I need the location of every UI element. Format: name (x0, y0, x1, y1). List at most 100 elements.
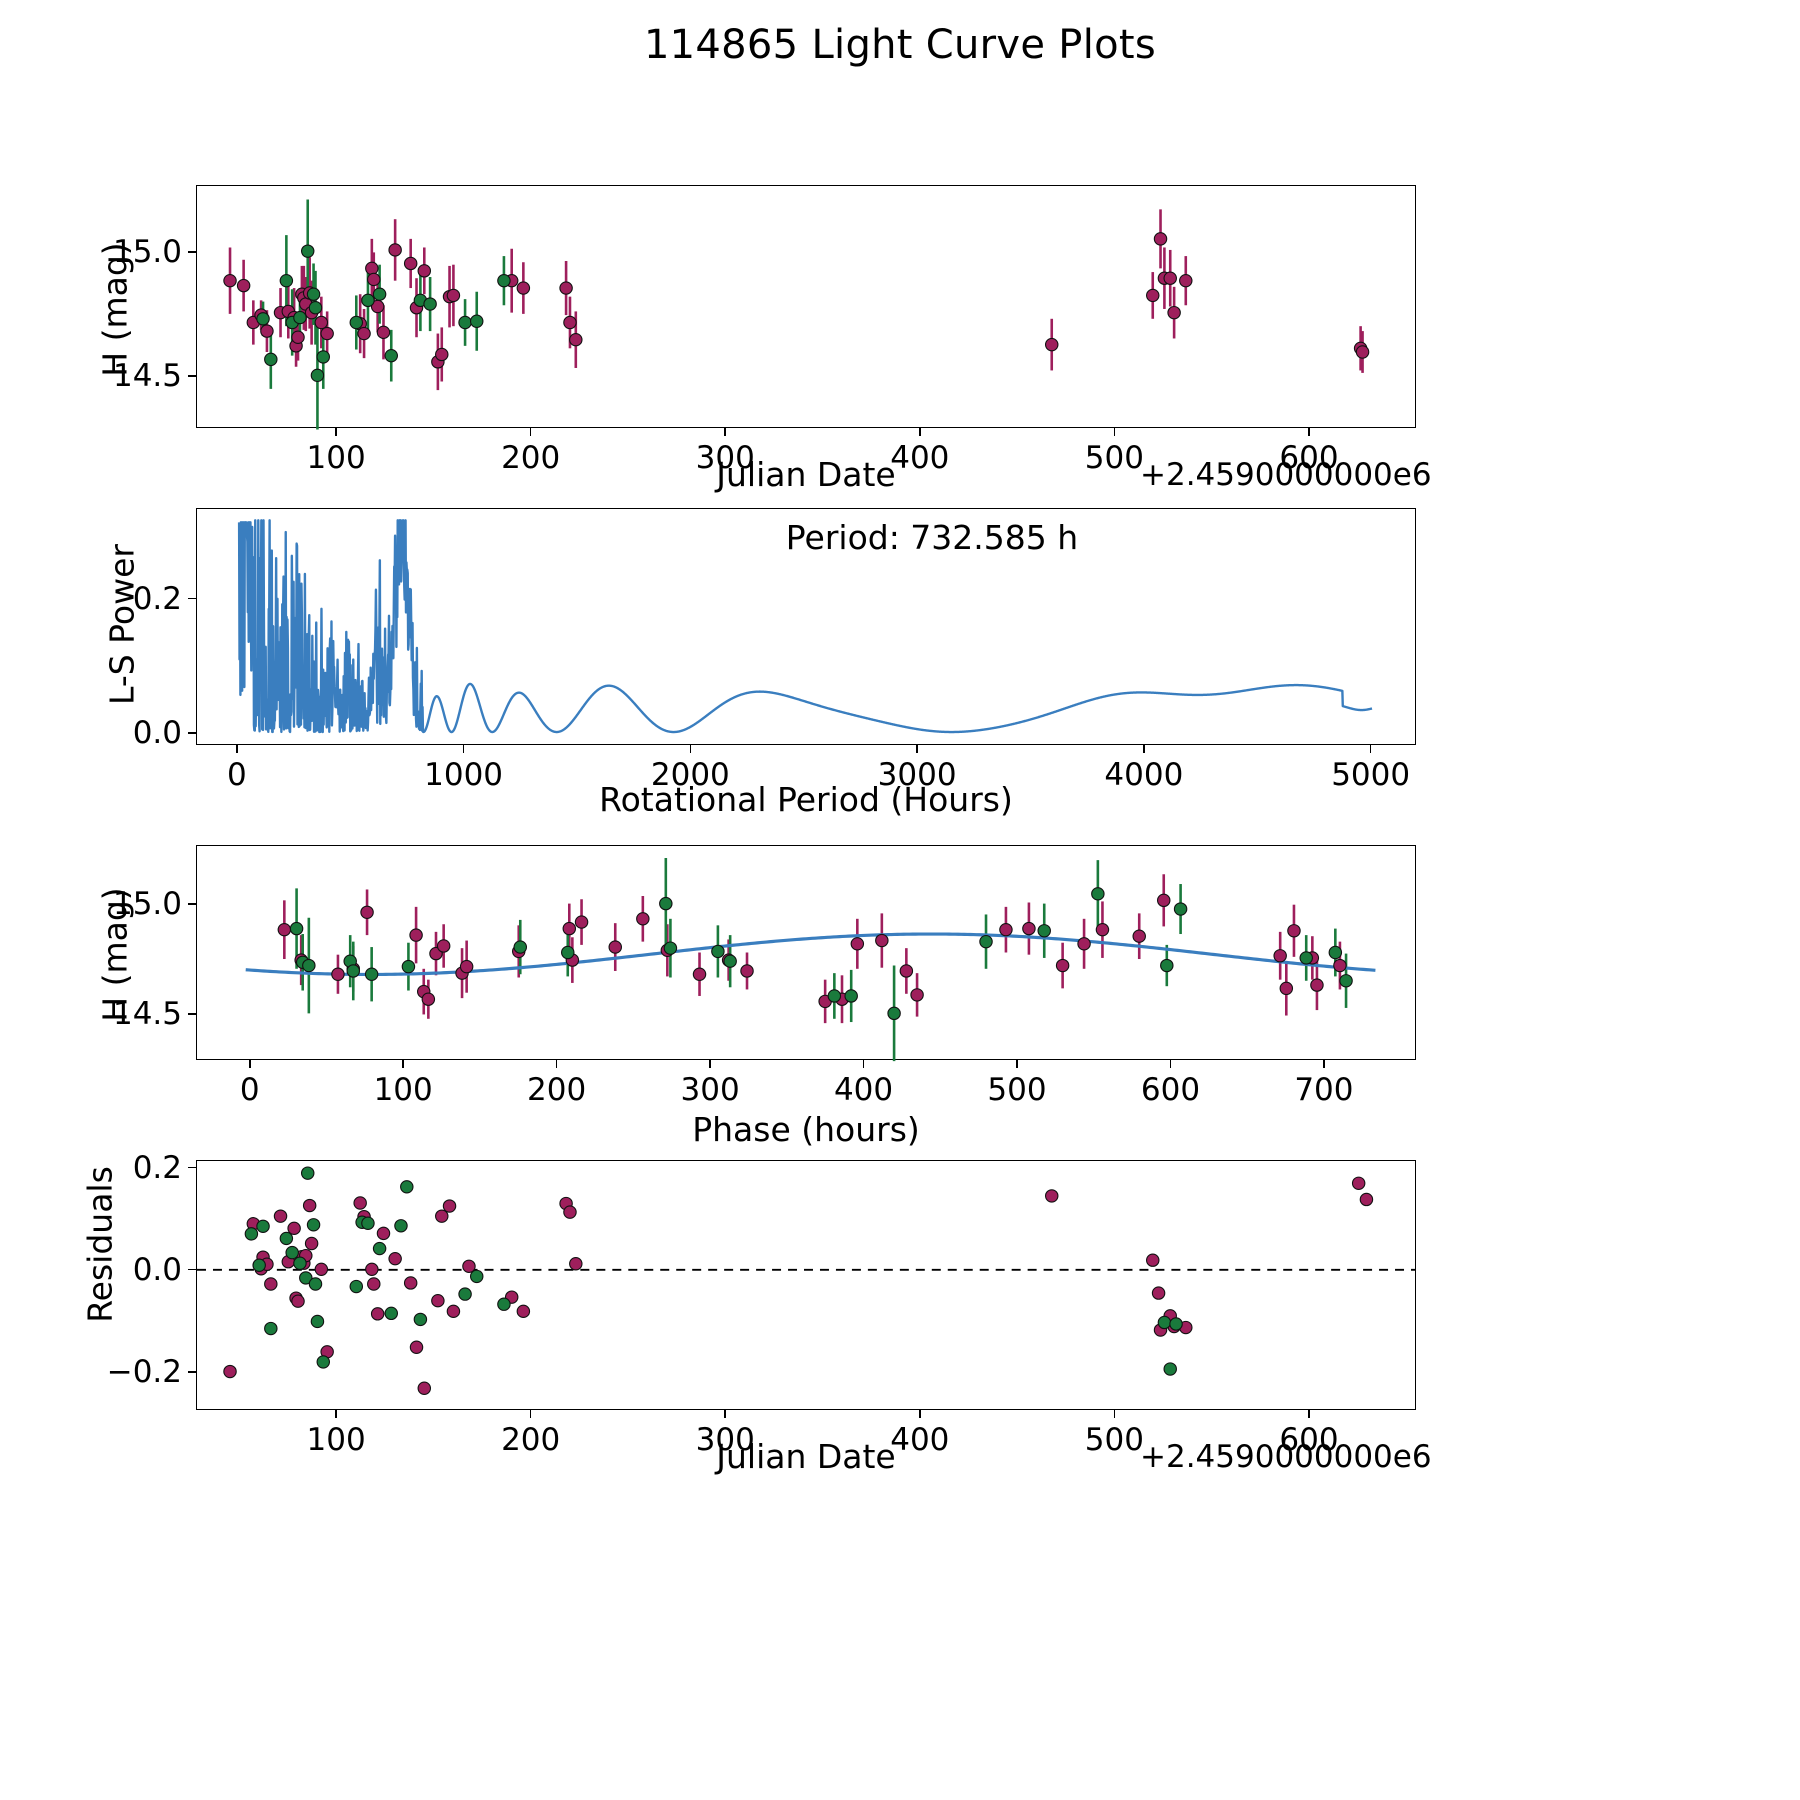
periodogram-plot-area (237, 519, 1373, 734)
data-point (274, 1210, 286, 1222)
y-tick-mark (188, 1013, 196, 1015)
data-point (1180, 275, 1192, 287)
data-point (1288, 925, 1300, 937)
data-point (1056, 959, 1068, 971)
axis-label-y-phasefold: H (mag) (95, 887, 135, 1022)
data-point (1300, 952, 1312, 964)
data-point (294, 1257, 306, 1269)
y-tick-mark (188, 1370, 196, 1373)
data-point (354, 1197, 366, 1209)
data-point (660, 897, 672, 909)
data-point (517, 1305, 529, 1317)
y-tick-label: 0.2 (132, 580, 182, 617)
x-tick-label: 200 (501, 440, 561, 476)
data-point (422, 993, 434, 1005)
axis-label-y-residuals: Residuals (80, 1166, 120, 1323)
data-point (362, 1217, 374, 1229)
data-point (300, 1272, 312, 1284)
data-point (404, 1277, 416, 1289)
data-point (315, 316, 327, 328)
data-point (1147, 1254, 1159, 1266)
x-tick-label: 300 (695, 440, 755, 476)
data-point (245, 1228, 257, 1240)
data-point (1133, 930, 1145, 942)
data-point (302, 245, 314, 257)
x-tick-mark (1308, 1410, 1310, 1418)
y-tick-mark (188, 1268, 196, 1271)
data-point (1158, 894, 1170, 906)
data-point (1170, 1318, 1182, 1330)
x-tick-mark (529, 1410, 532, 1418)
x-tick-label: 5000 (1331, 757, 1411, 793)
axis-label-x-lightcurve: Julian Date (716, 455, 896, 494)
x-tick-label: 400 (833, 1072, 894, 1108)
y-tick-mark (188, 251, 196, 253)
data-point (332, 968, 344, 980)
data-point (292, 331, 304, 343)
data-point (1329, 946, 1341, 958)
x-tick-mark (1016, 1060, 1018, 1068)
data-point (280, 1232, 292, 1244)
x-tick-label: 400 (890, 1422, 950, 1458)
data-point (460, 960, 472, 972)
data-point (385, 350, 397, 362)
data-point (517, 282, 529, 294)
lightcurve-plot-area (197, 199, 1415, 430)
data-point (498, 275, 510, 287)
data-point (845, 990, 857, 1002)
data-point (1168, 306, 1180, 318)
data-point (257, 1220, 269, 1232)
y-tick-label: 15.0 (112, 233, 182, 270)
data-point (463, 1260, 475, 1272)
data-point (459, 1288, 471, 1300)
data-point (851, 938, 863, 950)
data-point (302, 1167, 314, 1179)
data-point (900, 965, 912, 977)
data-point (410, 1341, 422, 1353)
axis-offset-lightcurve: +2.4590000000e6 (1140, 457, 1432, 493)
x-tick-mark (1308, 428, 1310, 436)
data-point (1164, 272, 1176, 284)
data-point (1158, 1316, 1170, 1328)
x-tick-mark (916, 745, 918, 753)
x-tick-mark (335, 1410, 337, 1418)
y-tick-mark (188, 903, 196, 906)
data-point (564, 316, 576, 328)
data-point (563, 922, 575, 934)
data-point (361, 906, 373, 918)
data-point (265, 1278, 277, 1290)
data-point (303, 1199, 315, 1211)
data-point (424, 298, 436, 310)
data-point (377, 326, 389, 338)
x-tick-label: 600 (1140, 1072, 1201, 1108)
residuals-plot-area (197, 1161, 1415, 1409)
x-tick-label: 700 (1294, 1072, 1354, 1108)
data-point (664, 942, 676, 954)
data-point (1152, 1287, 1164, 1299)
y-tick-label: 0.2 (132, 1149, 182, 1186)
x-tick-mark (709, 1060, 711, 1068)
data-point (570, 1258, 582, 1270)
x-tick-mark (1369, 745, 1372, 753)
data-point (437, 940, 449, 952)
data-point (1164, 1363, 1176, 1375)
axis-label-x-phasefold: Phase (hours) (692, 1110, 920, 1149)
data-point (724, 955, 736, 967)
data-point (292, 1295, 304, 1307)
x-tick-label: 100 (306, 440, 366, 476)
data-point (459, 316, 471, 328)
data-point (1334, 959, 1346, 971)
data-point (311, 1315, 323, 1327)
data-point (288, 1222, 300, 1234)
data-point (1280, 982, 1292, 994)
data-point (305, 1237, 317, 1249)
data-point (609, 941, 621, 953)
data-point (712, 945, 724, 957)
data-point (1023, 922, 1035, 934)
y-tick-label: 14.5 (112, 357, 182, 394)
data-point (447, 1305, 459, 1317)
data-point (350, 316, 362, 328)
data-point (514, 941, 526, 953)
x-tick-mark (335, 428, 337, 436)
x-tick-label: 4000 (1104, 757, 1184, 793)
